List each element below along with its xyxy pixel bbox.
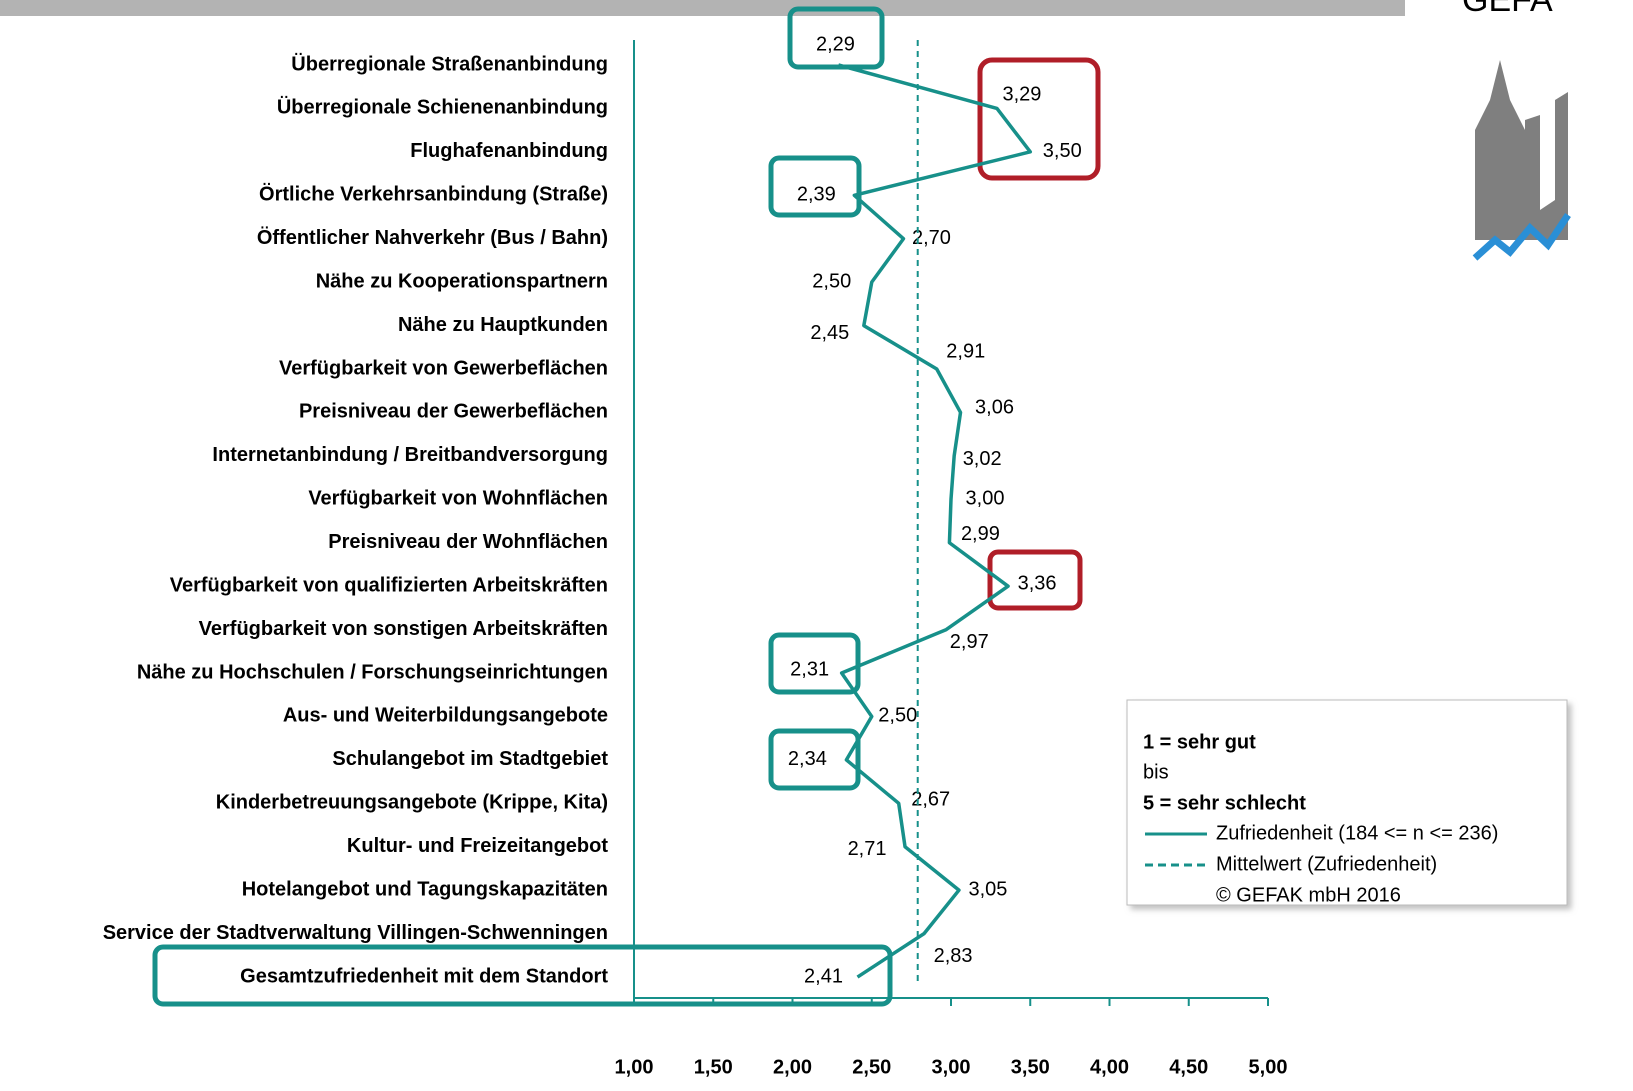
data-label: 2,97	[950, 631, 989, 653]
category-label: Hotelangebot und Tagungskapazitäten	[242, 878, 608, 900]
data-label: 3,05	[968, 878, 1007, 900]
category-label: Verfügbarkeit von sonstigen Arbeitskräft…	[199, 618, 608, 640]
category-label: Nähe zu Kooperationspartnern	[316, 270, 608, 292]
data-label: 3,06	[975, 397, 1014, 419]
category-label: Gesamtzufriedenheit mit dem Standort	[240, 965, 608, 987]
x-tick-label: 5,00	[1249, 1056, 1288, 1078]
data-label: 2,31	[790, 658, 829, 680]
x-tick-label: 3,50	[1011, 1056, 1050, 1078]
category-label: Örtliche Verkehrsanbindung (Straße)	[259, 183, 608, 206]
series-line	[838, 63, 1032, 979]
category-label: Öffentlicher Nahverkehr (Bus / Bahn)	[257, 226, 608, 249]
data-label: 2,50	[878, 705, 917, 727]
category-label: Internetanbindung / Breitbandversorgung	[212, 444, 608, 466]
x-tick-label: 1,50	[694, 1056, 733, 1078]
highlight-boxes	[152, 6, 1101, 1007]
legend-copyright: © GEFAK mbH 2016	[1216, 884, 1401, 906]
category-label: Kinderbetreuungsangebote (Krippe, Kita)	[216, 792, 608, 814]
logo-text: GEFA	[1462, 0, 1553, 19]
data-label: 3,00	[966, 488, 1005, 510]
x-tick-label: 4,50	[1169, 1056, 1208, 1078]
data-label: 2,91	[946, 340, 985, 362]
category-label: Preisniveau der Wohnflächen	[328, 531, 608, 553]
legend-scale: 1 = sehr gut	[1143, 731, 1256, 753]
category-label: Verfügbarkeit von Gewerbeflächen	[279, 357, 608, 379]
category-label: Nähe zu Hochschulen / Forschungseinricht…	[137, 661, 608, 683]
data-label: 2,67	[911, 789, 950, 811]
category-label: Aus- und Weiterbildungsangebote	[283, 705, 608, 727]
legend-label: Mittelwert (Zufriedenheit)	[1216, 853, 1437, 875]
data-label: 2,41	[804, 965, 843, 987]
data-label: 2,71	[848, 838, 887, 860]
category-label: Nähe zu Hauptkunden	[398, 314, 608, 336]
category-label: Preisniveau der Gewerbeflächen	[299, 401, 608, 423]
data-label: 2,29	[816, 33, 855, 55]
data-label: 2,83	[934, 945, 973, 967]
category-label: Überregionale Straßenanbindung	[291, 52, 608, 75]
x-tick-label: 2,50	[852, 1056, 891, 1078]
category-label: Verfügbarkeit von qualifizierten Arbeits…	[170, 574, 608, 596]
legend-label: Zufriedenheit (184 <= n <= 236)	[1216, 822, 1498, 844]
legend-box	[1126, 699, 1568, 906]
data-label: 3,50	[1043, 140, 1082, 162]
category-label: Flughafenanbindung	[410, 140, 608, 162]
x-tick-label: 2,00	[773, 1056, 812, 1078]
category-label: Überregionale Schienenanbindung	[277, 96, 608, 119]
logo	[1472, 60, 1571, 261]
data-label: 2,50	[812, 270, 851, 292]
category-label: Service der Stadtverwaltung Villingen-Sc…	[103, 922, 608, 944]
header-bar	[0, 0, 1405, 16]
legend-scale: 5 = sehr schlecht	[1143, 792, 1306, 814]
x-tick-label: 4,00	[1090, 1056, 1129, 1078]
data-label: 3,02	[963, 448, 1002, 470]
x-tick-label: 3,00	[932, 1056, 971, 1078]
data-label: 2,70	[912, 227, 951, 249]
category-label: Kultur- und Freizeitangebot	[347, 835, 608, 857]
data-label: 3,29	[1002, 84, 1041, 106]
data-label: 2,45	[810, 322, 849, 344]
category-label: Verfügbarkeit von Wohnflächen	[308, 488, 608, 510]
data-label: 2,39	[797, 184, 836, 206]
category-label: Schulangebot im Stadtgebiet	[332, 748, 608, 770]
data-label: 2,99	[961, 523, 1000, 545]
x-tick-label: 1,00	[615, 1056, 654, 1078]
data-label: 2,34	[788, 748, 827, 770]
data-label: 3,36	[1018, 572, 1057, 594]
legend-scale: bis	[1143, 761, 1169, 783]
